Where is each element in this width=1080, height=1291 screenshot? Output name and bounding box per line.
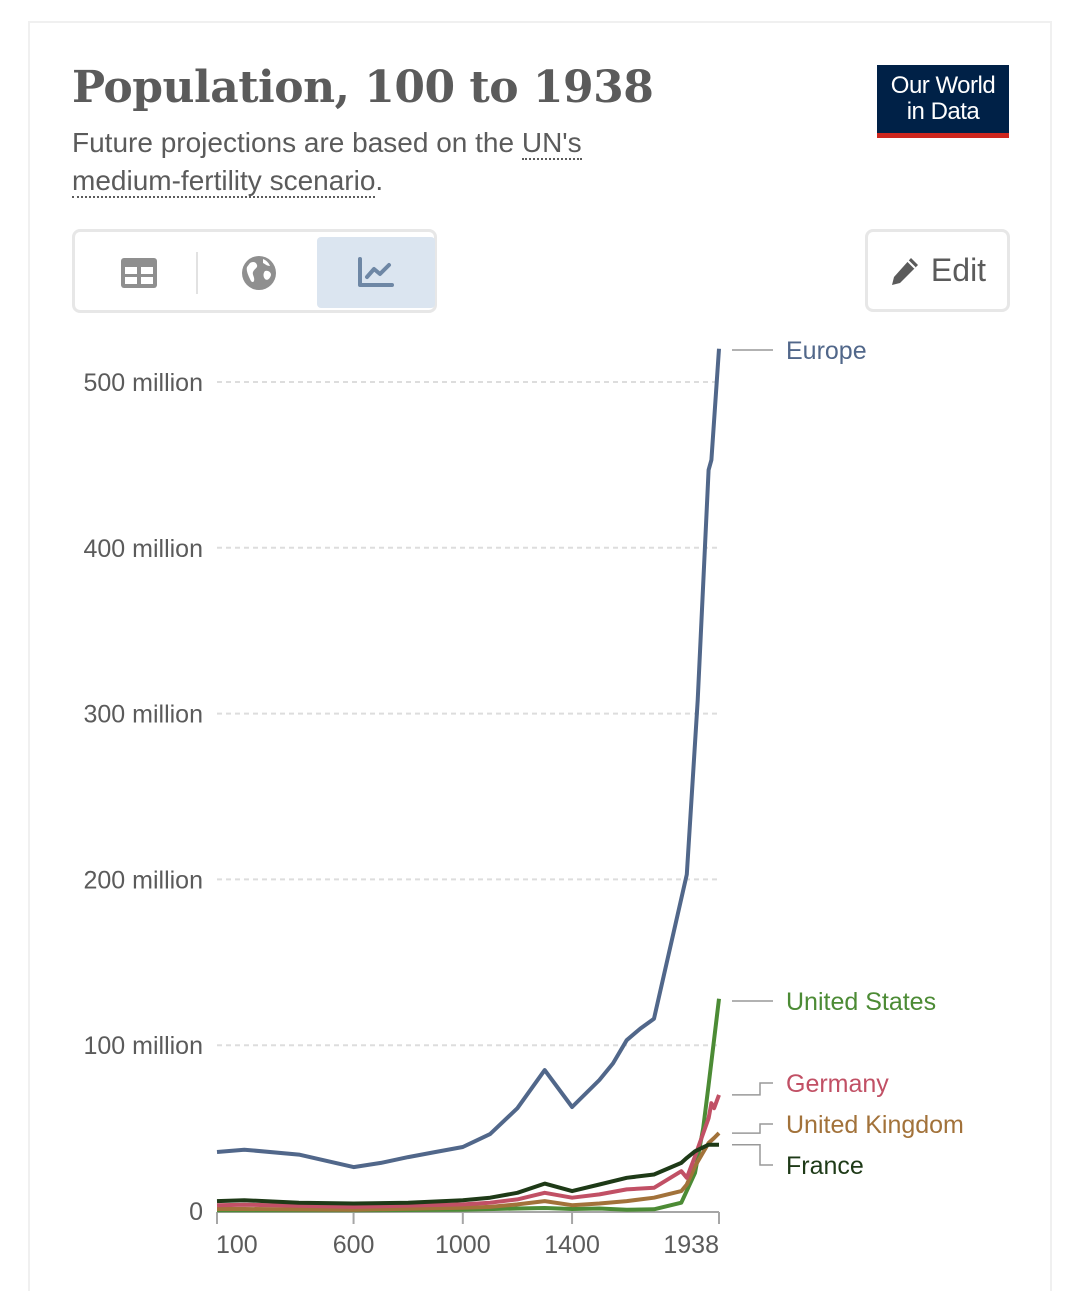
y-tick-label: 500 million — [83, 369, 203, 397]
view-toggle — [72, 229, 437, 313]
globe-icon — [242, 255, 276, 290]
series-line-germany[interactable] — [216, 1094, 721, 1209]
series-line-europe[interactable] — [216, 348, 721, 1170]
series-label-france[interactable]: France — [786, 1152, 864, 1180]
series-line-united-kingdom[interactable] — [217, 1131, 721, 1212]
series-lines — [216, 348, 721, 1213]
label-connector — [732, 1143, 773, 1166]
tab-map[interactable] — [200, 237, 318, 308]
tab-table[interactable] — [80, 237, 198, 308]
edit-label: Edit — [930, 252, 987, 288]
chart-title: Population, 100 to 1938 — [72, 62, 654, 113]
series-line-united-states[interactable] — [217, 998, 721, 1213]
edit-button[interactable]: Edit — [865, 229, 1010, 312]
x-tick-label: 600 — [333, 1231, 375, 1259]
series-label-united-states[interactable]: United States — [786, 988, 936, 1016]
chart-subtitle: Future projections are based on the UN's… — [72, 124, 672, 200]
line-chart-icon — [358, 256, 394, 287]
x-axis: 100 600 1000 1400 1938 — [216, 1211, 720, 1259]
y-axis-labels: 0 100 million 200 million 300 million 400 mi… — [83, 369, 203, 1226]
tab-chart[interactable] — [317, 237, 435, 308]
subtitle-text: Future projections are based on the — [72, 127, 522, 158]
x-tick-label: 1400 — [544, 1231, 600, 1259]
logo-line-2: in Data — [906, 98, 980, 125]
x-tick-label: 1938 — [663, 1231, 719, 1259]
y-tick-label: 200 million — [83, 866, 203, 894]
subtitle-period: . — [375, 165, 384, 196]
x-tick-label: 100 — [216, 1231, 258, 1259]
y-tick-label: 100 million — [83, 1032, 203, 1060]
table-icon — [121, 257, 157, 288]
series-labels: Europe United States Germany United Kingdom… — [732, 337, 964, 1180]
y-tick-label: 0 — [189, 1198, 203, 1226]
pencil-icon — [891, 257, 918, 285]
y-tick-label: 300 million — [83, 701, 203, 729]
x-tick-label: 1000 — [435, 1231, 491, 1259]
series-line-france[interactable] — [216, 1142, 719, 1206]
label-connector — [732, 1123, 773, 1134]
series-label-united-kingdom[interactable]: United Kingdom — [786, 1111, 964, 1139]
series-label-germany[interactable]: Germany — [786, 1070, 889, 1098]
series-label-europe[interactable]: Europe — [786, 337, 867, 365]
toggle-divider — [196, 252, 198, 294]
un-scenario-link[interactable]: UN's medium-fertility scenario — [72, 127, 582, 198]
owid-logo[interactable]: Our World in Data — [877, 65, 1009, 138]
y-tick-label: 400 million — [83, 535, 203, 563]
grid-lines — [217, 381, 719, 1047]
logo-line-1: Our World — [890, 72, 996, 99]
label-connector — [732, 1082, 773, 1096]
